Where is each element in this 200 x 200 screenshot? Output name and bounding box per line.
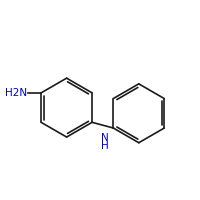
Text: H2N: H2N [5, 88, 27, 98]
Text: H: H [101, 141, 108, 151]
Text: N: N [101, 133, 108, 143]
